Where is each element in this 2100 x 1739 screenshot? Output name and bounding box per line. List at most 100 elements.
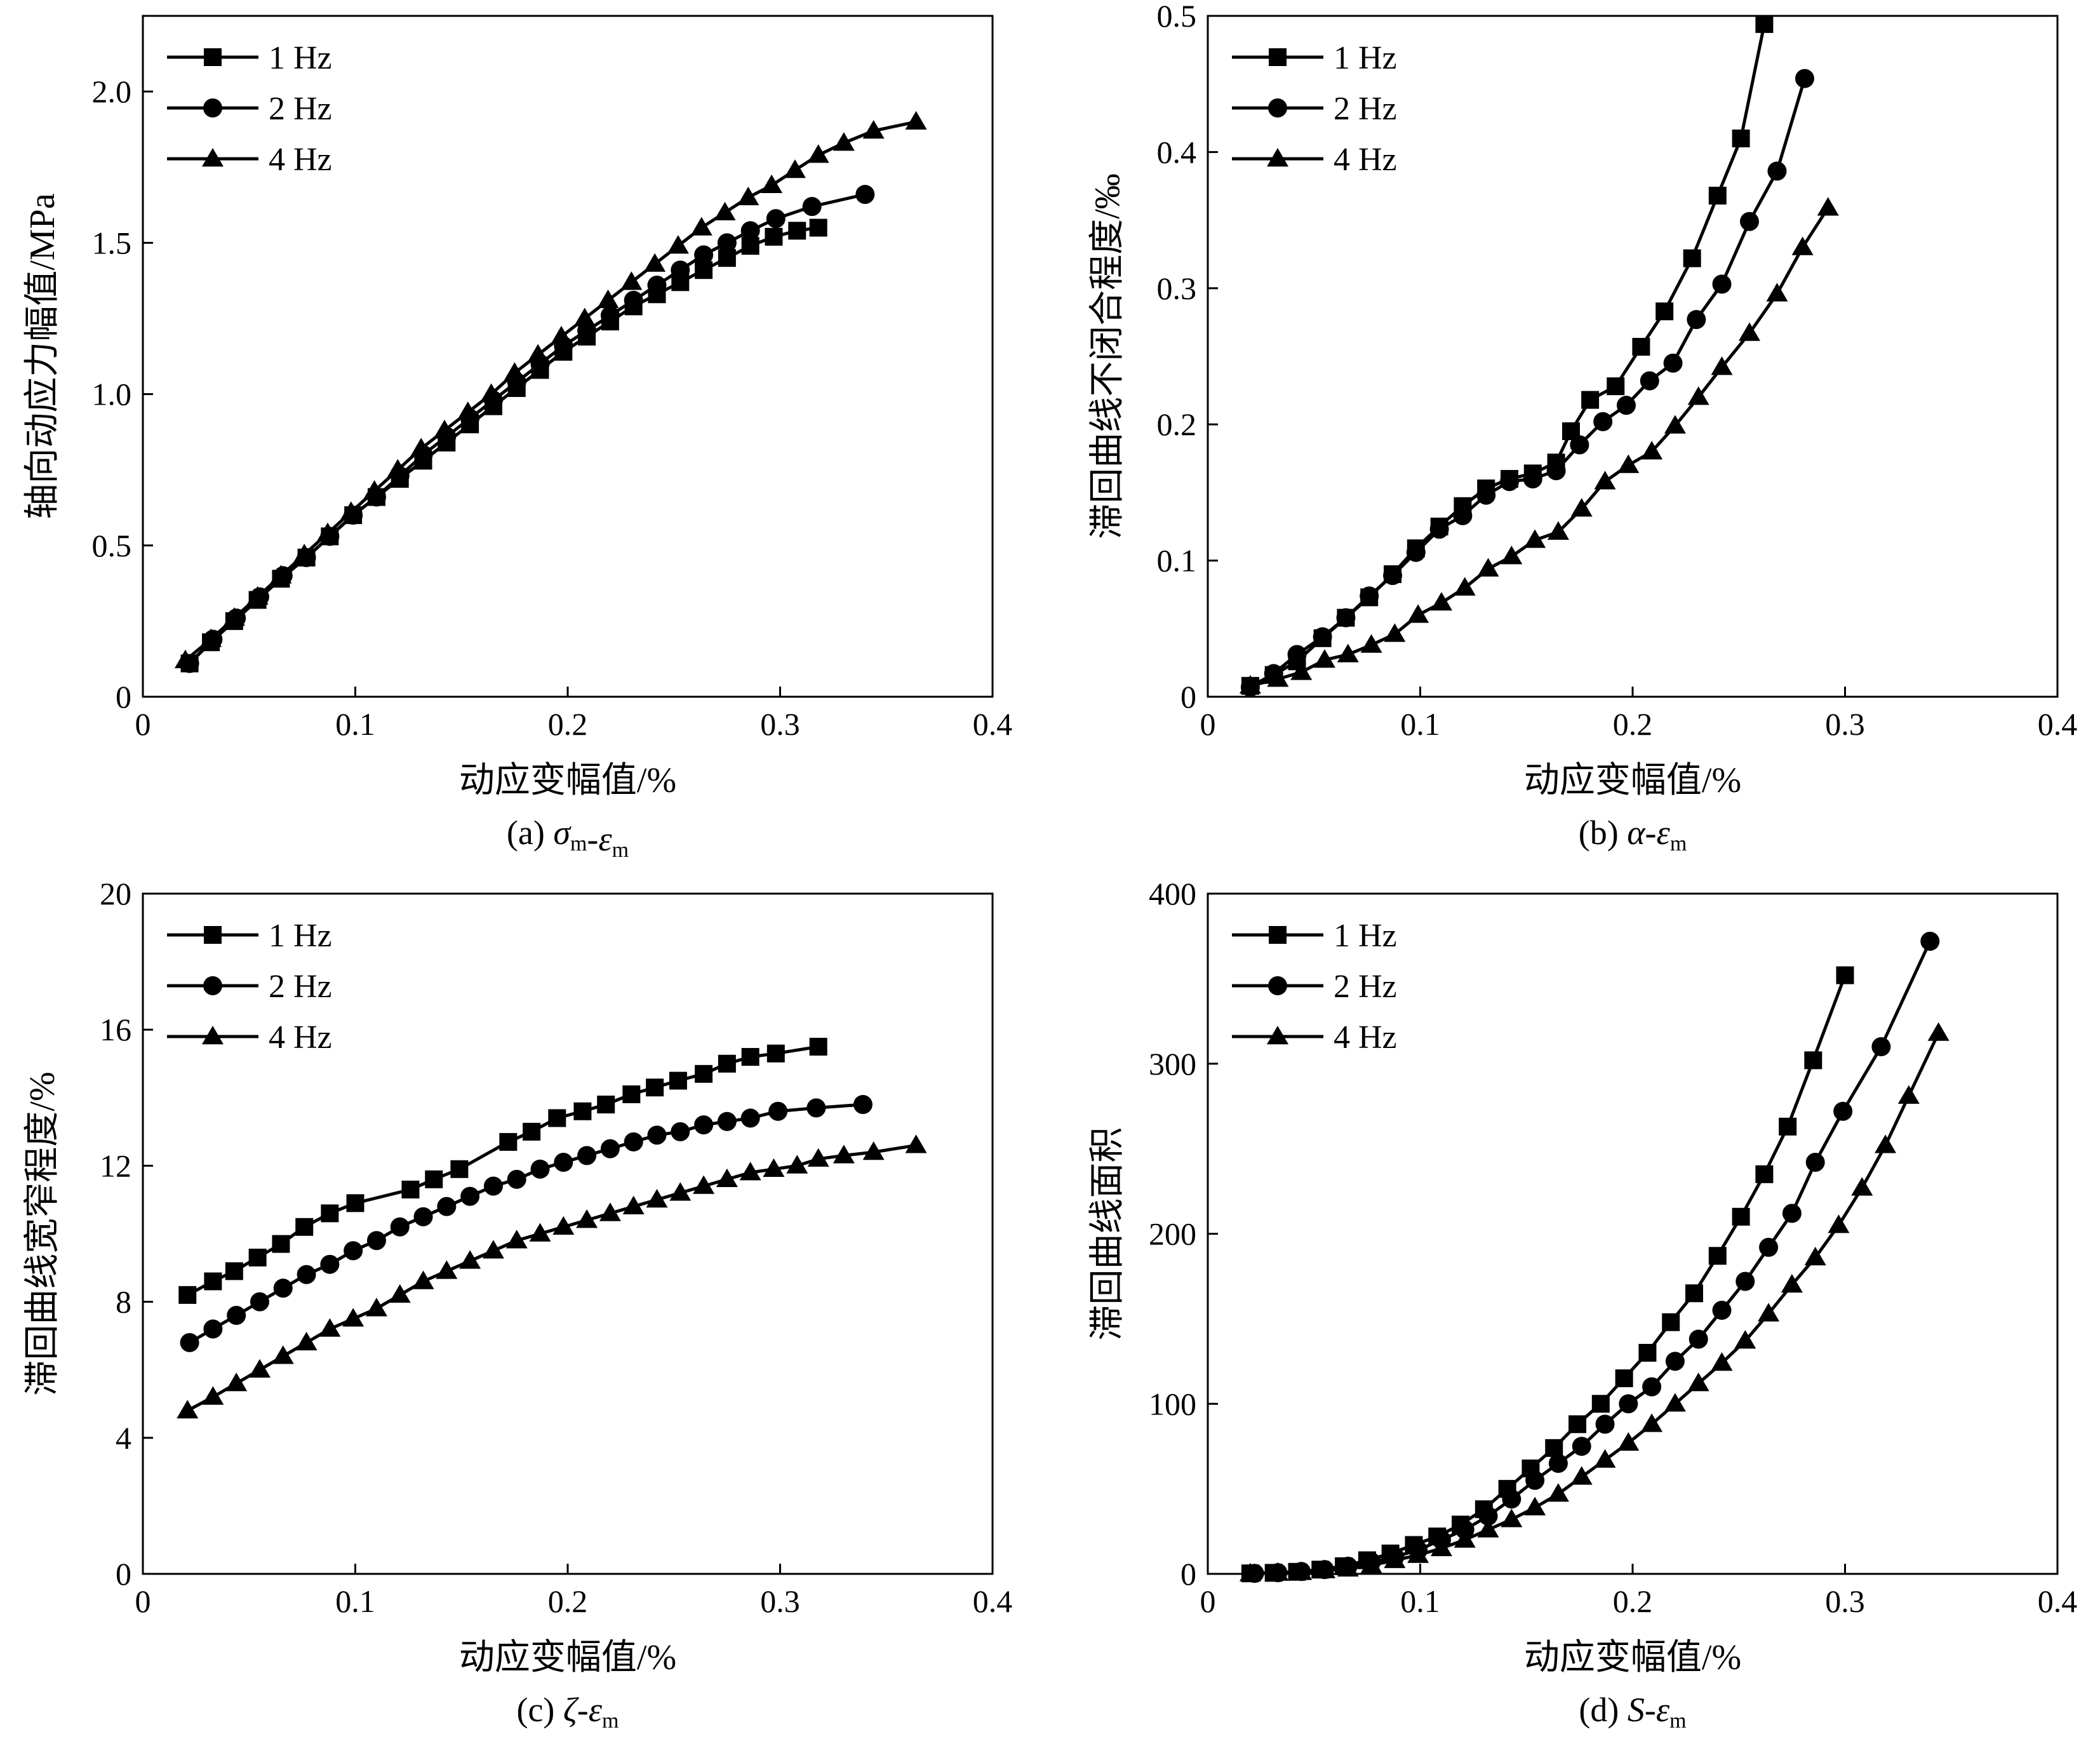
series-2hz [180, 185, 875, 673]
data-point [1525, 1470, 1545, 1490]
data-point [740, 1108, 760, 1128]
data-point [1453, 506, 1473, 525]
data-point [1836, 966, 1854, 984]
data-point [624, 290, 643, 310]
x-tick-label: 0.3 [760, 1583, 800, 1619]
data-point [1239, 1562, 1261, 1581]
data-point [529, 1223, 551, 1242]
data-point [1524, 1496, 1546, 1515]
data-point [1499, 472, 1519, 492]
data-point [246, 586, 269, 605]
y-axis-label: 滞回曲线不闭合程度/‰ [1088, 173, 1127, 539]
data-point [387, 459, 409, 478]
data-point [1683, 249, 1701, 267]
data-point [1711, 356, 1733, 375]
data-point [716, 1168, 738, 1188]
data-point [319, 1318, 341, 1337]
data-point [437, 1197, 457, 1216]
data-point [204, 1272, 222, 1291]
data-point [1795, 69, 1814, 88]
data-point [412, 1270, 434, 1289]
data-point [1336, 608, 1356, 628]
data-point [1641, 1413, 1663, 1432]
data-point [410, 438, 432, 457]
series-line [1249, 24, 1766, 688]
data-point [1615, 1369, 1633, 1388]
data-point [1871, 1037, 1891, 1056]
data-point [855, 185, 875, 205]
data-point [784, 159, 806, 178]
data-point [366, 1231, 386, 1251]
panel-caption: (b) α-εm [1579, 814, 1687, 856]
data-point [647, 276, 667, 295]
data-point [1875, 1134, 1897, 1153]
data-point [340, 501, 362, 520]
data-point [1619, 1394, 1638, 1414]
data-point [203, 1319, 223, 1339]
data-point [1782, 1204, 1802, 1223]
data-point [1759, 1237, 1779, 1257]
series-line [187, 1143, 916, 1413]
data-point [1732, 1207, 1750, 1226]
data-point [1593, 412, 1613, 431]
data-point [1632, 337, 1650, 356]
data-point [693, 1175, 715, 1194]
data-point [1360, 586, 1379, 606]
data-point [597, 1096, 615, 1114]
legend-marker [1267, 1026, 1288, 1045]
data-point [1927, 1022, 1950, 1041]
data-point [1617, 454, 1640, 473]
data-point [694, 1115, 714, 1135]
legend-label: 4 Hz [1334, 1019, 1397, 1056]
data-point [622, 1195, 645, 1214]
x-tick-label: 0.1 [1400, 1583, 1440, 1619]
data-point [295, 1218, 314, 1236]
data-point [270, 565, 292, 584]
data-point [1708, 1247, 1727, 1265]
data-point [1732, 129, 1750, 147]
data-point [1430, 1537, 1452, 1557]
data-point [1407, 604, 1429, 623]
data-point [177, 1399, 199, 1419]
data-point [1267, 1562, 1289, 1581]
x-tick-label: 0.2 [1613, 706, 1653, 742]
data-point [1781, 1273, 1803, 1293]
data-point [1570, 435, 1589, 455]
x-tick-label: 0.1 [1400, 706, 1440, 742]
data-point [714, 201, 736, 220]
data-point [599, 1202, 621, 1221]
data-point [317, 522, 339, 541]
legend-label: 2 Hz [269, 91, 332, 127]
data-point [1267, 668, 1289, 687]
data-point [1313, 627, 1332, 647]
data-point [1641, 441, 1663, 460]
data-point [527, 344, 549, 363]
legend-label: 4 Hz [1334, 142, 1397, 178]
data-point [786, 1155, 808, 1174]
y-tick-label: 2.0 [92, 74, 132, 109]
data-point [460, 1186, 480, 1206]
data-point [295, 1331, 318, 1351]
data-point [389, 1284, 411, 1303]
legend-entry: 2 Hz [1232, 91, 1397, 127]
y-tick-label: 200 [1149, 1216, 1196, 1252]
data-point [802, 197, 822, 217]
y-axis-label: 滞回曲线宽窄程度/% [23, 1071, 62, 1395]
panel-caption: (d) S-εm [1579, 1691, 1686, 1733]
x-tick-label: 0.1 [335, 1583, 375, 1619]
data-point [1734, 1330, 1756, 1349]
legend-label: 4 Hz [269, 142, 332, 178]
data-point [765, 227, 783, 246]
data-point [1523, 469, 1542, 488]
data-point [646, 1188, 668, 1208]
data-point [1476, 485, 1496, 505]
data-point [1758, 1303, 1780, 1322]
y-tick-label: 4 [116, 1420, 131, 1456]
data-point [459, 1250, 481, 1269]
series-line [188, 226, 819, 665]
data-point [482, 1240, 504, 1259]
y-tick-label: 0.5 [1157, 0, 1197, 34]
data-point [552, 1216, 575, 1235]
y-tick-label: 0 [116, 679, 131, 715]
